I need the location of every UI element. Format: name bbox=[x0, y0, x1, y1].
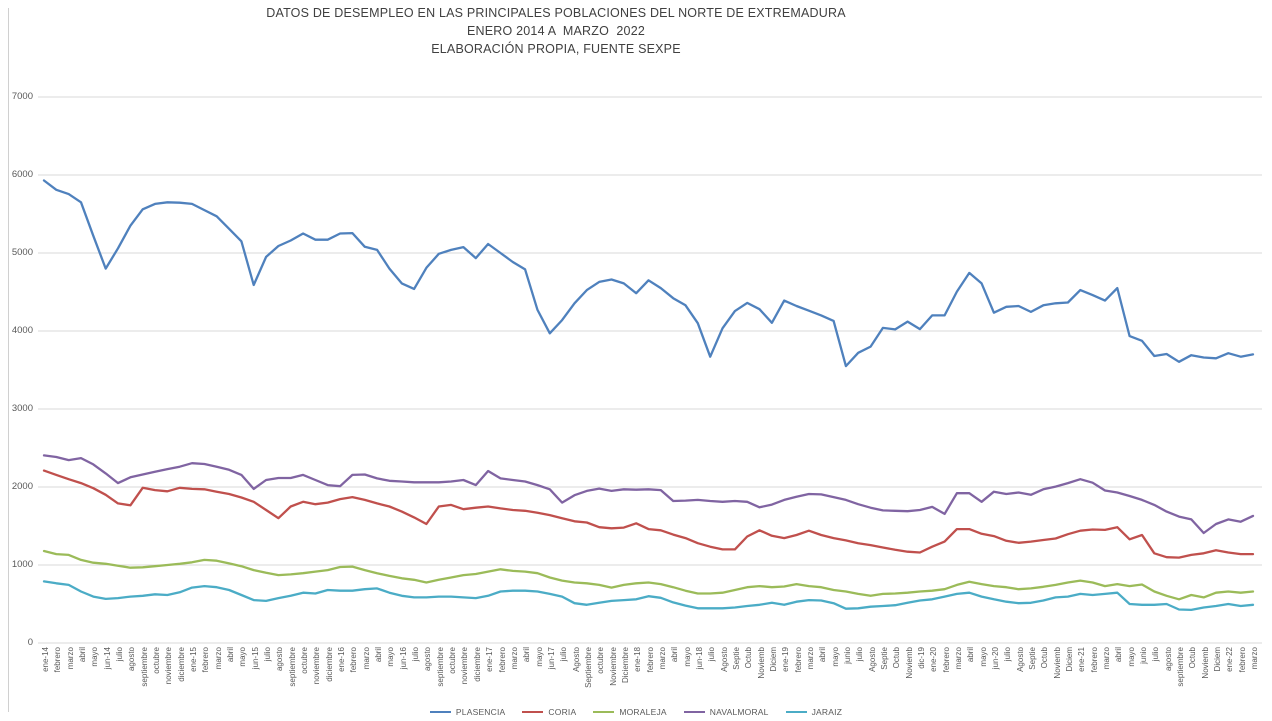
chart-title-line-2: ENERO 2014 A MARZO 2022 bbox=[467, 24, 645, 38]
chart-title-line-3: ELABORACIÓN PROPIA, FUENTE SEXPE bbox=[431, 42, 681, 56]
legend-item-navalmoral[interactable]: NAVALMORAL bbox=[683, 707, 769, 717]
series-line-plasencia[interactable] bbox=[42, 179, 1255, 368]
series-line-jaraiz[interactable] bbox=[42, 580, 1255, 612]
y-axis-tick-label: 1000 bbox=[11, 559, 33, 570]
chart-title: DATOS DE DESEMPLEO EN LAS PRINCIPALES PO… bbox=[0, 4, 1112, 58]
legend-label: PLASENCIA bbox=[455, 707, 506, 717]
legend-label: NAVALMORAL bbox=[709, 707, 769, 717]
x-axis-tick-label: marzo bbox=[1250, 647, 1259, 670]
y-axis-tick-label: 2000 bbox=[11, 481, 33, 492]
legend-line-swatch bbox=[429, 710, 451, 714]
legend-label: JARAIZ bbox=[811, 707, 843, 717]
legend-label: CORIA bbox=[548, 707, 577, 717]
legend-label: MORALEJA bbox=[619, 707, 667, 717]
y-axis-tick-label: 4000 bbox=[11, 325, 33, 336]
chart-title-line-1: DATOS DE DESEMPLEO EN LAS PRINCIPALES PO… bbox=[266, 6, 846, 20]
y-axis-tick-label: 5000 bbox=[11, 247, 33, 258]
series-line-coria[interactable] bbox=[42, 469, 1255, 559]
y-axis-tick-label: 3000 bbox=[11, 403, 33, 414]
y-axis-tick-label: 0 bbox=[27, 637, 33, 648]
series-line-moraleja[interactable] bbox=[42, 549, 1255, 601]
y-axis-tick-label: 7000 bbox=[11, 91, 33, 102]
legend-item-plasencia[interactable]: PLASENCIA bbox=[429, 707, 506, 717]
legend-item-jaraiz[interactable]: JARAIZ bbox=[785, 707, 843, 717]
legend-line-swatch bbox=[785, 710, 807, 714]
chart-legend: PLASENCIA CORIA MORALEJA NAVALMORAL JARAIZ bbox=[0, 707, 1272, 717]
y-axis-tick-label: 6000 bbox=[11, 169, 33, 180]
legend-item-coria[interactable]: CORIA bbox=[522, 707, 576, 717]
legend-line-swatch bbox=[522, 710, 544, 714]
legend-line-swatch bbox=[683, 710, 705, 714]
series-line-navalmoral[interactable] bbox=[42, 454, 1255, 535]
legend-line-swatch bbox=[593, 710, 615, 714]
legend-item-moraleja[interactable]: MORALEJA bbox=[593, 707, 667, 717]
